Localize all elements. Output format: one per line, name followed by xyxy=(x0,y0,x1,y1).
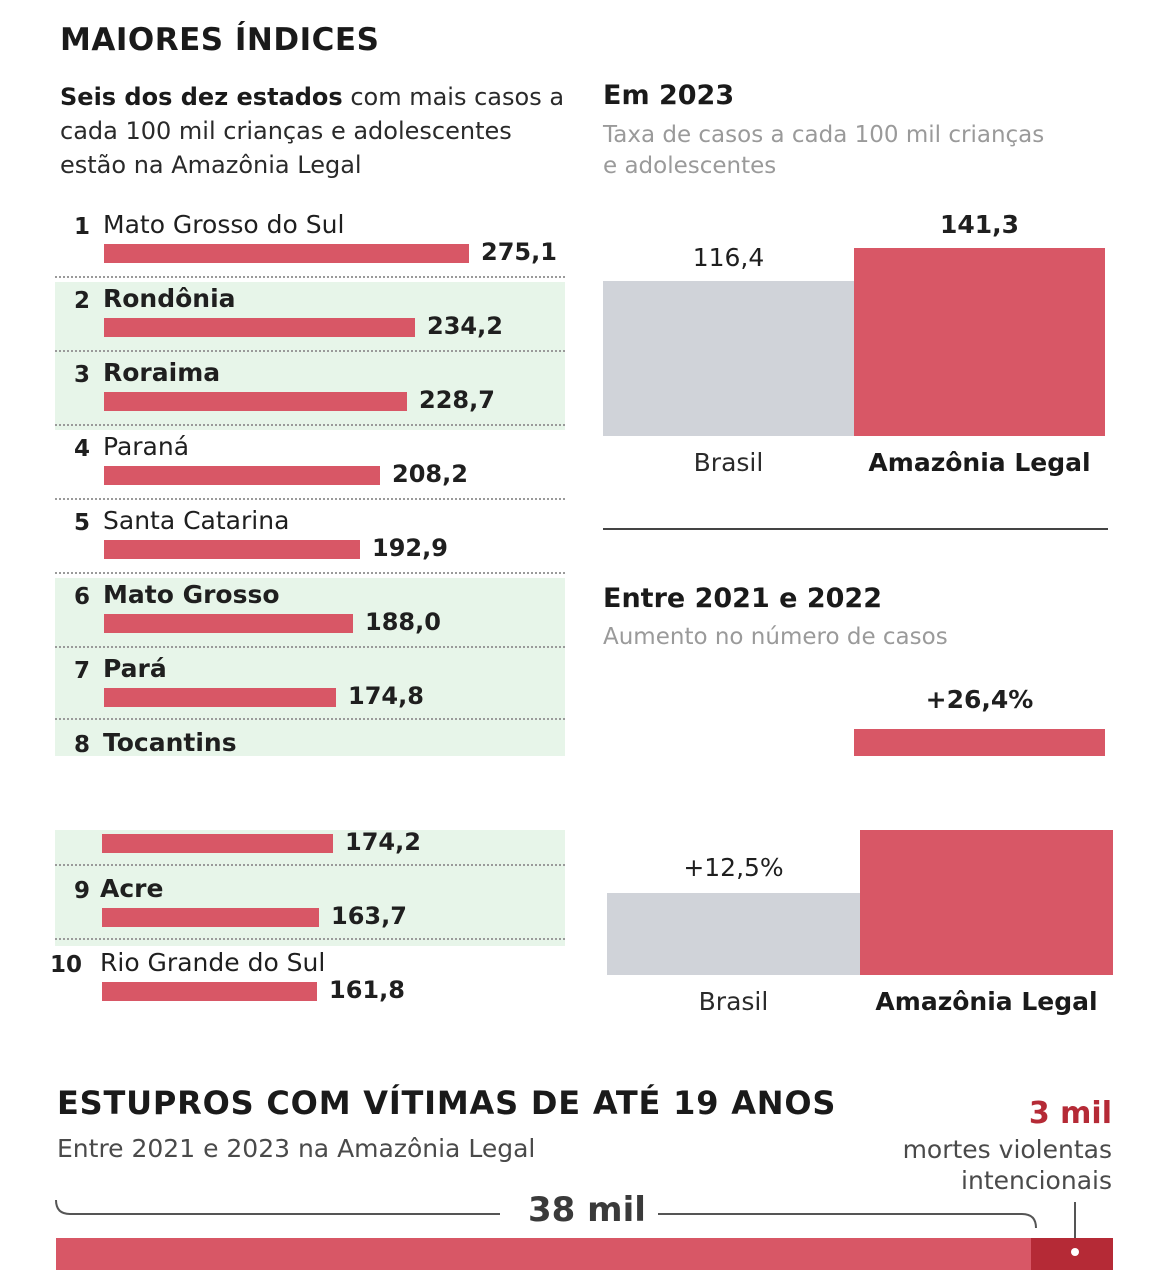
rapes-subtitle: Entre 2021 e 2023 na Amazônia Legal xyxy=(57,1134,536,1163)
panel-divider xyxy=(603,528,1108,530)
state-value: 174,2 xyxy=(345,828,421,856)
state-bar xyxy=(102,834,333,853)
row-separator xyxy=(55,864,565,866)
state-bar xyxy=(102,908,319,927)
bar-brasil xyxy=(607,893,860,975)
deaths-description: mortes violentas intencionais xyxy=(902,1135,1112,1195)
state-value: 228,7 xyxy=(419,386,495,414)
panel-growth-title: Entre 2021 e 2022 xyxy=(603,583,883,614)
state-rank: 6 xyxy=(73,584,90,610)
bar-amazonia xyxy=(860,830,1113,975)
state-rank: 5 xyxy=(73,510,90,536)
rate-2023-chart: 116,4 Brasil 141,3 Amazônia Legal xyxy=(603,200,1108,490)
state-name: Paraná xyxy=(103,432,190,461)
subtitle-bold: Seis dos dez estados xyxy=(60,83,343,111)
row-separator xyxy=(55,424,565,426)
state-bar xyxy=(104,540,360,559)
state-value: 234,2 xyxy=(427,312,503,340)
state-value: 192,9 xyxy=(372,534,448,562)
state-value: 163,7 xyxy=(331,902,407,930)
bar-value-label: +26,4% xyxy=(925,685,1034,714)
state-name: Acre xyxy=(100,874,164,903)
bar-amazonia-top-fragment xyxy=(854,729,1105,756)
bar-category-label: Brasil xyxy=(693,448,764,477)
state-rank: 7 xyxy=(73,658,90,684)
bracket-right xyxy=(658,1213,1037,1229)
state-rank: 9 xyxy=(73,878,90,904)
state-bar xyxy=(104,392,407,411)
rapes-title: ESTUPROS COM VÍTIMAS DE ATÉ 19 ANOS xyxy=(57,1084,837,1122)
state-rank: 3 xyxy=(73,362,90,388)
state-rank: 2 xyxy=(73,288,90,314)
state-value: 208,2 xyxy=(392,460,468,488)
row-separator xyxy=(55,646,565,648)
state-value: 188,0 xyxy=(365,608,441,636)
page-subtitle: Seis dos dez estados com mais casos a ca… xyxy=(60,80,570,182)
row-separator xyxy=(55,572,565,574)
bar-category-label: Brasil xyxy=(698,987,769,1016)
row-separator xyxy=(55,350,565,352)
row-separator xyxy=(55,498,565,500)
state-value: 275,1 xyxy=(481,238,557,266)
page-title: MAIORES ÍNDICES xyxy=(60,22,380,58)
bar-category-label: Amazônia Legal xyxy=(875,987,1098,1016)
state-bar xyxy=(102,982,317,1001)
state-rank: 4 xyxy=(73,436,90,462)
state-rank: 10 xyxy=(50,952,83,978)
state-name: Roraima xyxy=(103,358,221,387)
states-ranking-chart: 1 Mato Grosso do Sul 275,1 2 Rondônia 234,2 3 R… xyxy=(0,0,580,1020)
bar-category-label: Amazônia Legal xyxy=(868,448,1091,477)
state-name: Pará xyxy=(103,654,167,683)
state-rank: 8 xyxy=(73,732,90,758)
panel-2023-title: Em 2023 xyxy=(603,80,735,111)
bar-value-label: 141,3 xyxy=(939,210,1020,239)
state-name: Mato Grosso xyxy=(103,580,280,609)
state-value: 174,8 xyxy=(348,682,424,710)
state-name: Mato Grosso do Sul xyxy=(103,210,345,239)
bar-amazonia xyxy=(854,248,1105,436)
state-name: Santa Catarina xyxy=(103,506,290,535)
state-bar xyxy=(104,466,380,485)
bar-value-label: +12,5% xyxy=(683,853,784,882)
state-bar xyxy=(104,244,469,263)
subtitle-rest: com mais casos a cada 100 mil crianças e… xyxy=(60,83,565,179)
state-name: Rondônia xyxy=(103,284,236,313)
row-separator xyxy=(55,938,565,940)
rapes-total-label: 38 mil xyxy=(528,1190,646,1230)
state-bar xyxy=(104,318,415,337)
state-name: Rio Grande do Sul xyxy=(100,948,326,977)
deaths-pointer-dot xyxy=(1071,1248,1079,1256)
bar-value-label: 116,4 xyxy=(692,243,765,272)
panel-growth-subtitle: Aumento no número de casos xyxy=(603,624,948,650)
rapes-stacked-bar xyxy=(55,1199,1113,1270)
state-name: Tocantins xyxy=(103,728,237,757)
state-rank: 1 xyxy=(73,214,90,240)
state-value: 161,8 xyxy=(329,976,405,1004)
highlight-band xyxy=(55,726,565,756)
row-separator xyxy=(55,276,565,278)
state-bar xyxy=(104,614,353,633)
growth-chart: +12,5% Brasil +26,4% Amazônia Legal xyxy=(603,685,1123,1030)
panel-2023-subtitle: Taxa de casos a cada 100 mil crianças e … xyxy=(603,122,1045,179)
row-separator xyxy=(55,718,565,720)
bar-segment-38mil xyxy=(56,1238,1031,1270)
state-bar xyxy=(104,688,336,707)
bracket-left xyxy=(55,1199,500,1215)
deaths-value-label: 3 mil xyxy=(1028,1096,1112,1131)
bar-brasil xyxy=(603,281,854,436)
